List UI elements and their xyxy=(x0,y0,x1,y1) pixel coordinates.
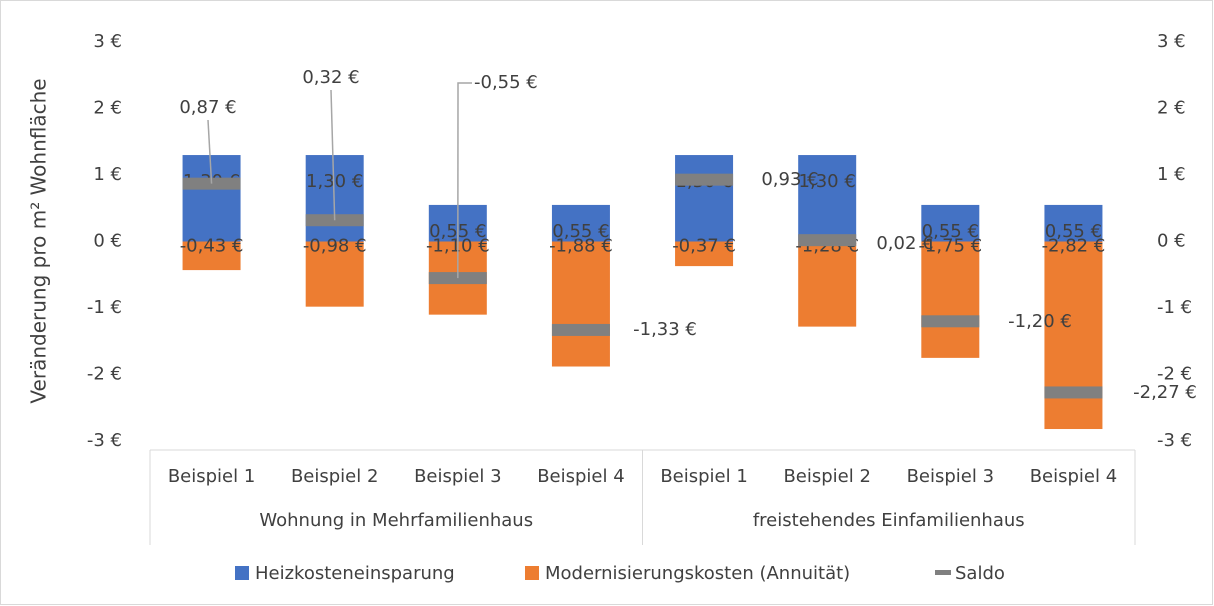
bar xyxy=(798,241,857,327)
saldo-marker xyxy=(551,323,610,336)
group-label: Wohnung in Mehrfamilienhaus xyxy=(259,510,533,531)
legend-swatch xyxy=(235,566,249,580)
data-label: 0,55 € xyxy=(1045,221,1102,242)
legend-label: Saldo xyxy=(955,563,1005,584)
y2-tick-label: 2 € xyxy=(1157,98,1186,119)
bar xyxy=(921,241,980,358)
bar xyxy=(182,241,241,271)
data-label: -2,27 € xyxy=(1133,382,1197,403)
data-label: -0,43 € xyxy=(180,236,244,257)
x-tick-label: Beispiel 1 xyxy=(168,466,255,487)
x-tick-label: Beispiel 1 xyxy=(660,466,747,487)
legend-label: Heizkosteneinsparung xyxy=(255,563,455,584)
y2-tick-label: -2 € xyxy=(1157,364,1192,385)
bar xyxy=(1044,241,1103,430)
x-tick-label: Beispiel 3 xyxy=(907,466,994,487)
y2-tick-label: -3 € xyxy=(1157,430,1192,451)
data-label: -2,82 € xyxy=(1042,236,1106,257)
data-label: -0,37 € xyxy=(672,236,736,257)
y2-tick-label: 0 € xyxy=(1157,231,1186,252)
leader-line xyxy=(330,89,336,221)
y-tick-label: 1 € xyxy=(93,164,122,185)
bar xyxy=(551,204,610,242)
x-tick-label: Beispiel 3 xyxy=(414,466,501,487)
y-tick-label: 2 € xyxy=(93,98,122,119)
data-label: 1,30 € xyxy=(306,171,363,192)
data-label: -1,88 € xyxy=(549,236,613,257)
data-label: -1,33 € xyxy=(633,319,697,340)
saldo-marker xyxy=(675,173,734,186)
bar xyxy=(675,241,734,267)
y-tick-label: -1 € xyxy=(87,297,122,318)
bar xyxy=(551,241,610,367)
saldo-marker xyxy=(798,234,857,247)
leader-line xyxy=(207,119,213,184)
bar xyxy=(1044,204,1103,242)
y-tick-label: 3 € xyxy=(93,31,122,52)
data-label: 0,55 € xyxy=(552,221,609,242)
saldo-marker xyxy=(1044,386,1103,399)
y-tick-label: -2 € xyxy=(87,364,122,385)
y2-tick-label: 1 € xyxy=(1157,164,1186,185)
legend-swatch xyxy=(525,566,539,580)
data-label: -0,55 € xyxy=(474,72,538,93)
data-label: 1,30 € xyxy=(799,171,856,192)
x-tick-label: Beispiel 4 xyxy=(537,466,624,487)
bar xyxy=(182,155,241,242)
y2-tick-label: 3 € xyxy=(1157,31,1186,52)
data-label: -0,98 € xyxy=(303,236,367,257)
legend-swatch xyxy=(935,570,951,575)
x-tick-label: Beispiel 4 xyxy=(1030,466,1117,487)
x-tick-label: Beispiel 2 xyxy=(783,466,870,487)
data-label: 0,32 € xyxy=(302,67,359,88)
bar xyxy=(675,155,734,242)
saldo-marker xyxy=(921,315,980,328)
y-tick-label: -3 € xyxy=(87,430,122,451)
data-label: 0,55 € xyxy=(922,221,979,242)
legend-label: Modernisierungskosten (Annuität) xyxy=(545,563,850,584)
bar xyxy=(798,155,857,242)
bar xyxy=(921,204,980,242)
data-label: -1,20 € xyxy=(1008,311,1072,332)
group-label: freistehendes Einfamilienhaus xyxy=(753,510,1025,531)
data-label: -1,75 € xyxy=(918,236,982,257)
bar xyxy=(305,241,364,307)
data-label: 0,87 € xyxy=(179,97,236,118)
x-tick-label: Beispiel 2 xyxy=(291,466,378,487)
y-tick-label: 0 € xyxy=(93,231,122,252)
data-label: 0,02 € xyxy=(876,233,933,254)
y2-tick-label: -1 € xyxy=(1157,297,1192,318)
data-label: 0,93 € xyxy=(761,169,818,190)
leader-line xyxy=(457,82,472,279)
y-axis-label: Veränderung pro m² Wohnfläche xyxy=(27,78,51,403)
